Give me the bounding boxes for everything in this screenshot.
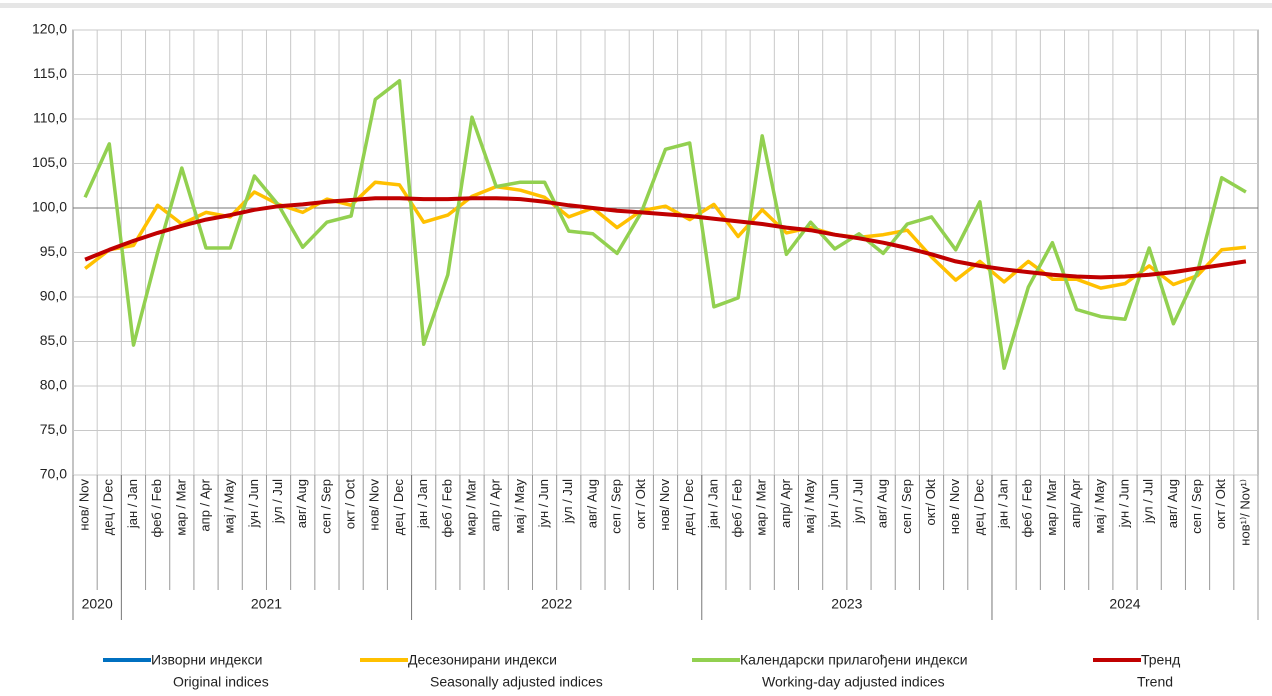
x-tick-label: јул / Jul <box>850 479 865 524</box>
x-tick-label: сеп / Sep <box>318 479 333 534</box>
series-line <box>83 78 1247 370</box>
y-tick-label: 115,0 <box>33 65 67 81</box>
x-tick-label: окт / Oct <box>343 479 358 529</box>
legend-label-en: Trend <box>1137 674 1173 690</box>
x-tick-label: дец / Dec <box>971 479 986 536</box>
x-tick-label: јан / Jan <box>996 479 1011 529</box>
x-tick-label: мај / May <box>802 479 817 534</box>
legend-label: Изворни индекси <box>151 652 262 668</box>
x-tick-label: окт/ Okt <box>923 479 938 526</box>
x-tick-label: дец / Dec <box>101 479 116 536</box>
x-tick-label: авг/ Aug <box>875 479 890 528</box>
y-tick-label: 110,0 <box>33 110 67 126</box>
series-line <box>84 180 1247 290</box>
x-tick-label: дец / Dec <box>681 479 696 536</box>
x-tick-label: нов / Nov <box>947 479 962 535</box>
x-tick-label: јул / Jul <box>270 479 285 524</box>
x-tick-label: окт / Okt <box>633 479 648 529</box>
year-label: 2021 <box>251 596 282 612</box>
x-tick-label: мај / May <box>1092 479 1107 534</box>
x-tick-label: феб / Feb <box>729 479 744 537</box>
x-tick-label: јан / Jan <box>415 479 430 529</box>
legend-label: Календарски прилагођени индекси <box>740 652 968 668</box>
y-tick-label: 100,0 <box>32 199 67 215</box>
x-tick-label: нов¹⁾/ Nov¹⁾ <box>1237 479 1252 546</box>
x-tick-label: феб / Feb <box>149 479 164 537</box>
x-tick-label: сеп / Sep <box>1189 479 1204 534</box>
x-tick-label: авг/ Aug <box>584 479 599 528</box>
y-tick-label: 90,0 <box>40 288 67 304</box>
x-tick-label: авг/ Aug <box>294 479 309 528</box>
x-tick-label: сеп / Sep <box>899 479 914 534</box>
year-label: 2024 <box>1109 596 1140 612</box>
x-tick-label: јан / Jan <box>125 479 140 529</box>
x-tick-label: мар / Mar <box>463 478 478 535</box>
x-tick-label: јун / Jun <box>826 479 841 528</box>
top-bar <box>0 3 1272 8</box>
x-tick-label: дец / Dec <box>391 479 406 536</box>
x-tick-label: мар / Mar <box>1044 478 1059 535</box>
y-tick-label: 75,0 <box>40 421 67 437</box>
x-tick-label: апр/ Apr <box>778 478 793 528</box>
x-tick-label: апр/ Apr <box>1068 478 1083 528</box>
x-tick-label: нов/ Nov <box>367 479 382 531</box>
series-line <box>84 196 1247 280</box>
x-tick-label: нов/ Nov <box>657 479 672 531</box>
y-tick-label: 105,0 <box>32 154 67 170</box>
x-tick-label: авг/ Aug <box>1165 479 1180 528</box>
y-tick-label: 70,0 <box>40 466 67 482</box>
x-tick-label: јул / Jul <box>1141 479 1156 524</box>
legend-label-en: Working-day adjusted indices <box>762 674 945 690</box>
x-tick-label: апр / Apr <box>197 478 212 531</box>
x-tick-label: мај / May <box>222 479 237 534</box>
x-tick-label: феб / Feb <box>439 479 454 537</box>
legend-label: Десезонирани индекси <box>408 652 557 668</box>
year-label: 2022 <box>541 596 572 612</box>
y-tick-label: 85,0 <box>40 332 67 348</box>
x-tick-label: сеп / Sep <box>609 479 624 534</box>
x-tick-label: јун / Jun <box>246 479 261 528</box>
y-tick-label: 80,0 <box>40 377 67 393</box>
x-tick-label: апр / Apr <box>488 478 503 531</box>
x-tick-label: нов/ Nov <box>77 479 92 531</box>
year-label: 2020 <box>82 596 113 612</box>
year-label: 2023 <box>831 596 862 612</box>
legend-label: Тренд <box>1141 652 1180 668</box>
x-tick-label: окт / Okt <box>1213 479 1228 529</box>
y-tick-label: 120,0 <box>32 21 67 37</box>
x-tick-label: мај / May <box>512 479 527 534</box>
x-tick-label: јан / Jan <box>705 479 720 529</box>
x-tick-label: мар / Mar <box>173 478 188 535</box>
y-tick-label: 95,0 <box>40 243 67 259</box>
x-tick-label: јун / Jun <box>1116 479 1131 528</box>
x-tick-label: мар / Mar <box>754 478 769 535</box>
x-tick-label: јул / Jul <box>560 479 575 524</box>
x-tick-label: феб / Feb <box>1020 479 1035 537</box>
legend-label-en: Seasonally adjusted indices <box>430 674 603 690</box>
x-tick-label: јун / Jun <box>536 479 551 528</box>
legend-label-en: Original indices <box>173 674 269 690</box>
